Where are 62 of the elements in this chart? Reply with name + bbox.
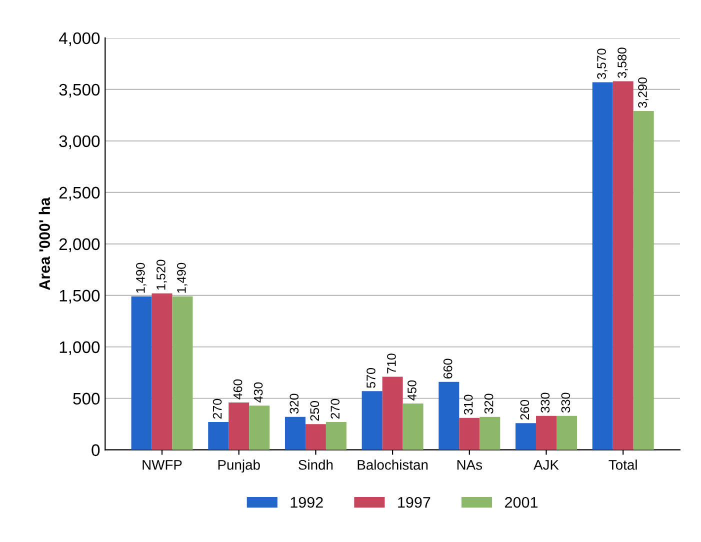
bar (152, 293, 172, 450)
bar (284, 416, 306, 450)
bar (131, 296, 152, 450)
bar (305, 424, 326, 450)
data-label: 450 (408, 380, 416, 400)
bar (172, 296, 193, 450)
y-tick-label: 2,500 (59, 186, 100, 201)
legend-label: 1997 (398, 496, 430, 508)
bar (208, 422, 229, 450)
bar (249, 406, 270, 450)
data-label: 330 (540, 392, 550, 413)
bar (438, 382, 460, 450)
data-label: 330 (561, 392, 570, 413)
y-tick-label: 4,000 (58, 32, 100, 46)
x-tick-label: AJK (534, 460, 559, 470)
y-tick-label: 500 (73, 392, 100, 405)
bar (633, 111, 654, 450)
data-label: 260 (520, 400, 530, 420)
x-tick-label: NWFP (142, 460, 182, 470)
bar (326, 422, 346, 450)
y-tick-label: 3,000 (59, 135, 100, 150)
data-label: 310 (464, 394, 473, 415)
data-label: 1,490 (136, 262, 146, 293)
data-label: 430 (254, 382, 263, 403)
data-label: 1,490 (177, 262, 188, 293)
data-label: 3,580 (618, 48, 628, 78)
data-label: 320 (290, 394, 299, 414)
x-tick-label: Total (608, 460, 637, 470)
y-axis-title: Area '000' ha (38, 197, 50, 290)
bar (228, 402, 250, 450)
data-label: 320 (484, 394, 494, 414)
bar (402, 404, 424, 450)
data-label: 1,520 (156, 260, 167, 290)
data-label: 270 (212, 398, 222, 419)
data-label: 270 (330, 398, 340, 419)
bar (556, 416, 577, 450)
bar (362, 391, 382, 450)
bar (612, 81, 634, 450)
legend-label: 1992 (290, 496, 323, 508)
data-label: 3,570 (597, 48, 608, 79)
data-label: 250 (310, 400, 320, 421)
bar (480, 416, 500, 450)
bar (459, 418, 480, 450)
bar (592, 82, 613, 450)
bar (516, 423, 536, 450)
bar (536, 416, 556, 450)
data-label: 460 (233, 379, 242, 400)
y-tick-label: 2,000 (59, 238, 100, 252)
data-label: 710 (387, 354, 396, 374)
x-tick-label: Punjab (218, 460, 260, 473)
data-label: 3,290 (638, 77, 648, 108)
data-label: 660 (443, 358, 452, 378)
legend-label: 2001 (505, 496, 538, 508)
x-tick-label: Sindh (298, 460, 333, 470)
y-tick-label: 3,500 (59, 84, 100, 98)
x-tick-label: NAs (457, 460, 482, 470)
y-tick-label: 1,000 (60, 341, 100, 356)
x-tick-label: Balochistan (358, 460, 428, 470)
data-label: 570 (366, 368, 376, 388)
y-tick-label: 0 (92, 444, 100, 456)
y-tick-label: 1,500 (60, 290, 100, 304)
bar (382, 376, 403, 450)
